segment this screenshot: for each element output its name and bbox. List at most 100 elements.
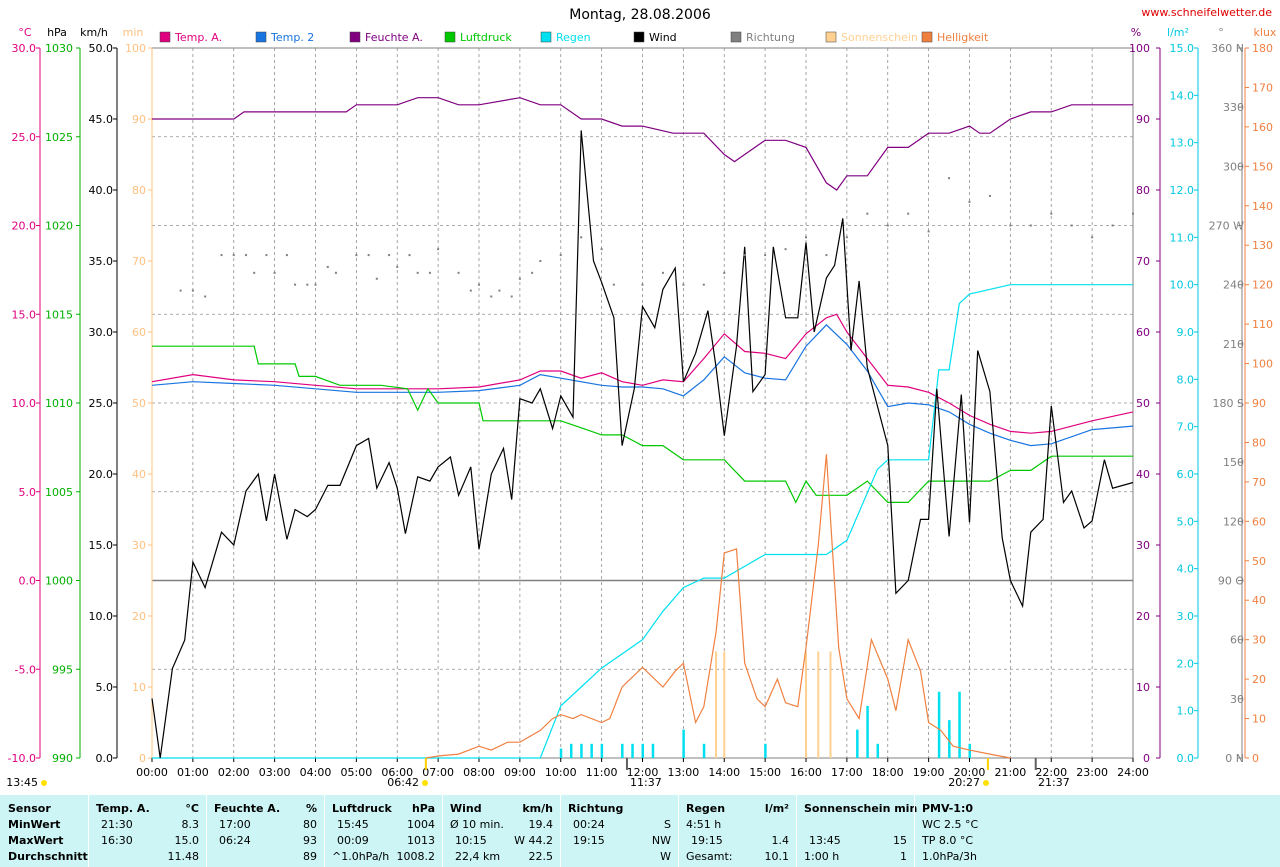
kmh-tick-label: 40.0 xyxy=(89,184,114,197)
deg-tick-label: 270 W xyxy=(1209,220,1244,233)
richtung-point xyxy=(886,224,889,227)
klux-tick-label: 20 xyxy=(1252,673,1266,686)
luftdruck-line xyxy=(152,345,1133,504)
percent-tick-label: 80 xyxy=(1136,184,1150,197)
rain-duration: 4:51 h xyxy=(686,818,722,831)
legend-swatch xyxy=(444,31,456,43)
rain-bar xyxy=(968,743,971,758)
unit-celsius: °C xyxy=(18,26,32,39)
legend-label: Temp. A. xyxy=(174,31,222,44)
legend-item: Regen xyxy=(540,31,591,44)
legend-label: Sonnenschein xyxy=(841,31,918,44)
wind-line xyxy=(151,130,1134,759)
legend-item: Feuchte A. xyxy=(349,31,423,44)
percent-tick-label: 70 xyxy=(1136,255,1150,268)
richtung-point xyxy=(273,271,276,274)
press-min-time: 15:45 xyxy=(337,818,369,831)
richtung-point xyxy=(306,283,309,286)
richtung-point xyxy=(314,283,317,286)
time-label: 07:00 xyxy=(422,766,454,779)
richtung-point xyxy=(375,277,378,280)
noon-time: 11:37 xyxy=(630,776,662,789)
klux-tick-label: 50 xyxy=(1252,555,1266,568)
rain-bar xyxy=(937,691,941,758)
min-tick-label: 80 xyxy=(132,184,146,197)
legend-item: Richtung xyxy=(730,31,795,44)
regen-line xyxy=(152,284,1133,759)
richtung-point xyxy=(743,254,746,257)
time-label: 00:00 xyxy=(136,766,168,779)
pmv-windchill: WC 2.5 °C xyxy=(922,818,979,831)
klux-tick-label: 40 xyxy=(1252,594,1266,607)
sunset-time: 20:27 xyxy=(948,776,980,789)
legend-item: Temp. A. xyxy=(159,31,222,44)
stats-col-rain: Regen l/m² 4:51 h 19:15 1.4 Gesamt: 10.1 xyxy=(678,795,797,867)
site-url[interactable]: www.schneifelwetter.de xyxy=(1141,6,1272,19)
lm2-tick-label: 1.0 xyxy=(1177,705,1195,718)
time-label: 19:00 xyxy=(913,766,945,779)
richtung-point xyxy=(600,248,603,251)
celsius-tick-label: 30.0 xyxy=(12,42,37,55)
richtung-point xyxy=(204,295,207,298)
richtung-point xyxy=(641,283,644,286)
moon-time: 21:37 xyxy=(1038,776,1070,789)
press-max-time: 00:09 xyxy=(337,834,369,847)
press-min-value: 1004 xyxy=(407,818,435,831)
time-label: 15:00 xyxy=(749,766,781,779)
time-label: 03:00 xyxy=(259,766,291,779)
kmh-tick-label: 35.0 xyxy=(89,255,114,268)
rain-bar xyxy=(651,743,655,758)
min-tick-label: 100 xyxy=(125,42,146,55)
time-label: 13:00 xyxy=(668,766,700,779)
deg-tick-label: 360 N xyxy=(1211,42,1244,55)
richtung-point xyxy=(437,248,440,251)
unit-min: min xyxy=(123,26,144,39)
feuchte-a-line xyxy=(152,97,1133,191)
legend-label: Temp. 2 xyxy=(270,31,314,44)
percent-tick-label: 60 xyxy=(1136,326,1150,339)
richtung-point xyxy=(355,254,358,257)
kmh-tick-label: 5.0 xyxy=(96,681,114,694)
kmh-tick-label: 0.0 xyxy=(96,752,114,765)
richtung-point xyxy=(784,248,787,251)
rain-total-label: Gesamt: xyxy=(686,850,733,863)
kmh-tick-label: 50.0 xyxy=(89,42,114,55)
richtung-point xyxy=(179,289,182,292)
press-avg-value: 1008.2 xyxy=(396,850,436,863)
richtung-point xyxy=(253,271,256,274)
min-tick-label: 10 xyxy=(132,681,146,694)
stats-col-pmv: PMV-1:0 WC 2.5 °C TP 8.0 °C 1.0hPa/3h xyxy=(914,795,1035,867)
richtung-point xyxy=(220,254,223,257)
time-label: 24:00 xyxy=(1117,766,1149,779)
temp-max-value: 15.0 xyxy=(174,834,200,847)
richtung-point xyxy=(1132,212,1134,215)
percent-tick-label: 30 xyxy=(1136,539,1150,552)
richtung-point xyxy=(907,212,910,215)
sonnenschein-bar xyxy=(829,651,832,758)
stats-col-hum: Feuchte A. % 17:00 80 06:24 93 89 xyxy=(206,795,325,867)
wind-avg-label: Ø 10 min. xyxy=(450,818,504,831)
sonnenschein-bar xyxy=(805,651,807,758)
rain-bar xyxy=(866,705,869,758)
richtung-point xyxy=(1029,224,1032,227)
min-tick-label: 40 xyxy=(132,468,146,481)
richtung-point xyxy=(334,271,337,274)
richtung-point xyxy=(416,271,419,274)
stats-label-min: MinWert xyxy=(8,818,61,831)
rain-bar xyxy=(702,743,706,758)
richtung-point xyxy=(661,271,664,274)
hpa-tick-label: 990 xyxy=(52,752,73,765)
lm2-tick-label: 11.0 xyxy=(1170,231,1195,244)
weather-chart: Montag, 28.08.2006 www.schneifelwetter.d… xyxy=(6,6,1277,789)
deg-tick-label: 180 S xyxy=(1213,397,1244,410)
stats-unit-temp: °C xyxy=(185,802,199,815)
richtung-point xyxy=(457,271,460,274)
dir-min-value: S xyxy=(664,818,671,831)
richtung-point xyxy=(326,265,329,268)
stats-header-press: Luftdruck xyxy=(332,802,392,815)
percent-tick-label: 20 xyxy=(1136,610,1150,623)
time-label: 17:00 xyxy=(831,766,863,779)
sunrise-time: 06:42 xyxy=(387,776,419,789)
dir-min-time: 00:24 xyxy=(573,818,605,831)
stats-header-sensor: Sensor xyxy=(8,802,51,815)
